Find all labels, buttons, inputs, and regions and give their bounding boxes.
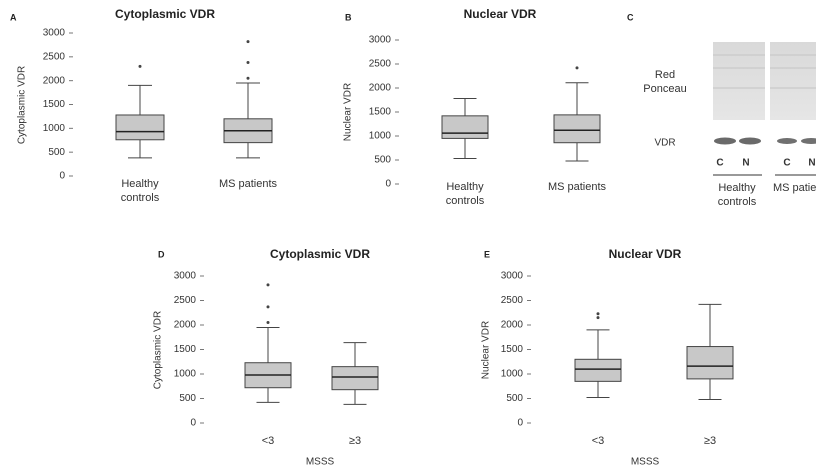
y-tick-label: 1500 (174, 344, 197, 355)
lane-label: C (716, 158, 723, 169)
y-tick-label: 2000 (369, 83, 392, 94)
panel-letter: D (158, 249, 165, 259)
y-tick-label: 0 (385, 179, 391, 190)
y-axis-label: Cytoplasmic VDR (153, 311, 164, 389)
y-tick-label: 2500 (43, 51, 66, 62)
outlier (139, 65, 142, 68)
x-tick-label: MS patients (216, 177, 280, 191)
outlier (576, 66, 579, 69)
ponceau-stain (713, 42, 765, 120)
y-tick-label: 1000 (43, 123, 66, 134)
x-tick-label: Healthy controls (108, 177, 172, 205)
box (554, 115, 600, 143)
box (116, 115, 164, 140)
row-label: VDR (654, 138, 675, 149)
y-tick-label: 3000 (174, 271, 197, 282)
outlier (267, 305, 270, 308)
y-axis-label: Nuclear VDR (343, 83, 354, 141)
y-tick-label: 2500 (174, 295, 197, 306)
outlier (267, 321, 270, 324)
lane-label: N (742, 158, 749, 169)
y-tick-label: 500 (374, 155, 391, 166)
panel-letter: B (345, 12, 352, 22)
y-tick-label: 500 (48, 147, 65, 158)
vdr-band (739, 138, 761, 145)
y-tick-label: 500 (506, 393, 523, 404)
outlier (597, 316, 600, 319)
panel-letter: E (484, 249, 490, 259)
y-tick-label: 3000 (43, 28, 66, 39)
y-tick-label: 2000 (501, 320, 524, 331)
y-tick-label: 2500 (369, 59, 392, 70)
box (687, 347, 733, 379)
group-label: MS patients (772, 181, 816, 195)
y-tick-label: 1000 (174, 369, 197, 380)
chart-title: Nuclear VDR (609, 247, 682, 261)
x-tick-label: ≥3 (678, 434, 742, 448)
chart-title: Nuclear VDR (464, 7, 537, 21)
y-tick-label: 2000 (174, 320, 197, 331)
x-axis-label: MSSS (306, 457, 335, 468)
group-label: Healthy controls (707, 181, 767, 209)
y-tick-label: 2500 (501, 295, 524, 306)
x-tick-label: MS patients (545, 180, 609, 194)
x-tick-label: ≥3 (323, 434, 387, 448)
figure: C VDR C N C N A Cytoplasmic VDR Cytoplasmi… (0, 0, 816, 468)
chart-title: Cytoplasmic VDR (115, 7, 215, 21)
box (332, 367, 378, 390)
y-tick-label: 1500 (501, 344, 524, 355)
y-tick-label: 0 (59, 171, 65, 182)
box (575, 359, 621, 381)
x-tick-label: <3 (236, 434, 300, 448)
y-tick-label: 0 (517, 418, 523, 429)
outlier (597, 312, 600, 315)
outlier (247, 40, 250, 43)
box (442, 116, 488, 139)
y-tick-label: 3000 (369, 35, 392, 46)
y-tick-label: 2000 (43, 75, 66, 86)
y-tick-label: 1500 (43, 99, 66, 110)
ponceau-stain (770, 42, 816, 120)
lane-label: C (783, 158, 790, 169)
vdr-band (714, 138, 736, 145)
y-tick-label: 500 (179, 393, 196, 404)
y-tick-label: 1000 (369, 131, 392, 142)
y-axis-label: Cytoplasmic VDR (17, 66, 28, 144)
panel-letter: A (10, 12, 17, 22)
y-tick-label: 1500 (369, 107, 392, 118)
y-tick-label: 0 (190, 418, 196, 429)
x-tick-label: Healthy controls (433, 180, 497, 208)
x-tick-label: <3 (566, 434, 630, 448)
outlier (267, 283, 270, 286)
y-tick-label: 1000 (501, 369, 524, 380)
vdr-band (777, 138, 797, 144)
y-tick-label: 3000 (501, 271, 524, 282)
outlier (247, 77, 250, 80)
row-label: Red Ponceau (640, 68, 690, 96)
chart-title: Cytoplasmic VDR (270, 247, 370, 261)
outlier (247, 61, 250, 64)
y-axis-label: Nuclear VDR (481, 321, 492, 379)
chart: C VDR C N C N A Cytoplasmic VDR Cytoplasmi… (0, 0, 816, 468)
x-axis-label: MSSS (631, 457, 660, 468)
panel-letter: C (627, 12, 634, 22)
lane-label: N (808, 158, 815, 169)
vdr-band (801, 138, 816, 144)
